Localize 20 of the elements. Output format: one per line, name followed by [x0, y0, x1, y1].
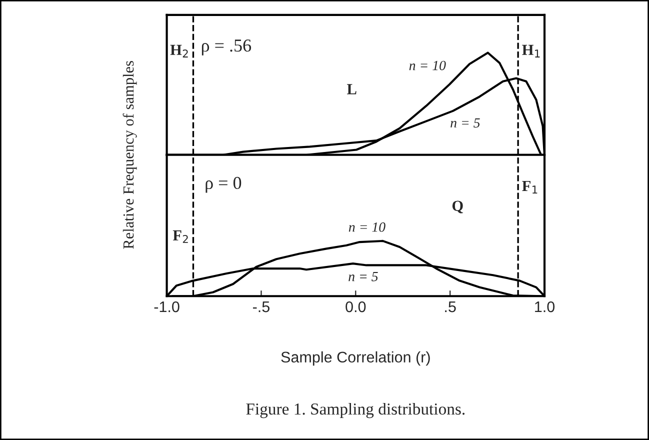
series-label: n = 10 — [409, 60, 446, 70]
text: ρ = 0 — [206, 176, 242, 193]
y-axis-title: Relative Frequency of samples — [122, 61, 137, 249]
x-tick-label: 1.0 — [535, 301, 555, 312]
x-axis-title: Sample Correlation (r) — [281, 351, 430, 366]
x-tick-label: -1.0 — [154, 301, 180, 312]
ref-line-label: F$_{2}$ — [172, 230, 188, 243]
text: Q — [452, 200, 463, 214]
ref-line-label: F$_{1}$ — [522, 180, 538, 194]
series-label: n = 5 — [450, 118, 480, 128]
ref-line-label: H$_{1}$ — [522, 44, 540, 58]
caption: Figure 1. Sampling distributions. — [246, 402, 465, 418]
series-label: n = 10 — [348, 222, 386, 232]
annotation: ρ = .56 — [202, 40, 252, 56]
x-tick-label: 0.0 — [346, 301, 366, 312]
ref-line-label: H$_{2}$ — [170, 44, 188, 58]
series-label: n = 5 — [348, 272, 378, 282]
x-tick-label: -.5 — [252, 302, 270, 312]
x-tick-label: .5 — [445, 302, 456, 312]
annotation: L — [347, 84, 356, 94]
